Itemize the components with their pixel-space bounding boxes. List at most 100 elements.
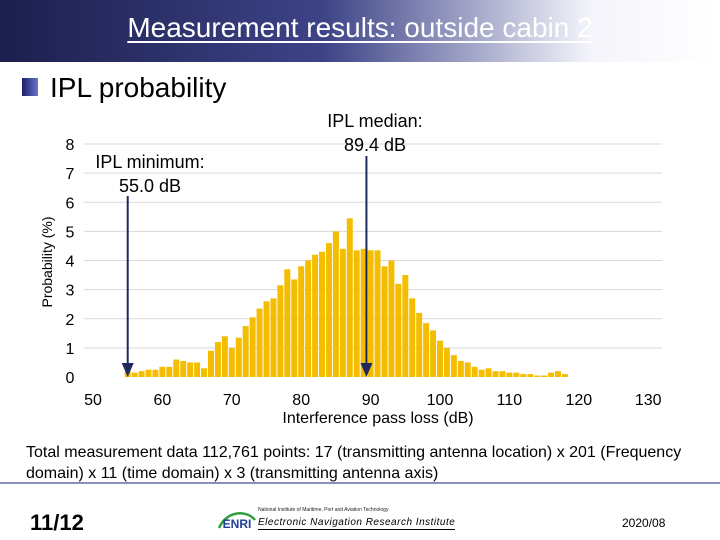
bar [471,366,478,377]
x-tick-label: 70 [223,392,241,409]
bar [228,347,235,377]
slide-date: 2020/08 [622,516,666,530]
bar [548,372,555,377]
bar [256,308,263,377]
y-tick-label: 6 [66,195,75,212]
bar [423,323,430,377]
x-tick-label: 50 [84,392,102,409]
caption-text: Total measurement data 112,761 points: 1… [26,444,682,482]
header-bar [0,0,720,62]
bar [235,337,242,377]
bar [221,336,228,377]
bar [249,317,256,377]
bar [325,243,332,377]
bar [159,366,166,377]
bar [464,362,471,377]
footer-divider [0,482,720,484]
institute-name: Electronic Navigation Research Institute [258,517,456,530]
bar [138,371,145,377]
annotation-min-line2: 55.0 dB [119,176,181,196]
y-tick-label: 3 [66,283,75,300]
bar [360,248,367,377]
y-tick-label: 1 [66,341,75,358]
y-tick-label: 7 [66,166,75,183]
x-tick-label: 130 [635,392,662,409]
bar [554,371,561,377]
tick-layer: 0 1 2 3 4 5 6 7 8 50 60 70 80 90 100 110 120 130 [66,137,662,409]
y-tick-label: 8 [66,137,75,154]
annotation-median-line1: IPL median: [327,111,422,131]
x-tick-label: 120 [565,392,592,409]
bar [561,374,568,377]
bar [332,231,339,377]
bar [367,250,374,377]
section-heading: IPL probability [50,72,227,103]
enri-logo: ENRI [217,512,256,531]
bar [499,371,506,377]
bar [381,266,388,377]
bar [242,326,249,377]
y-tick-label: 4 [66,254,75,271]
bar [388,260,395,377]
ipl-probability-chart: 0 1 2 3 4 5 6 7 8 50 60 70 80 90 100 110 120 130 Probabil… [39,111,662,427]
bar [346,218,353,377]
slide-title: Measurement results: outside cabin 2 [127,12,593,43]
bar [207,350,214,377]
bar [319,251,326,377]
bar [201,368,208,377]
bar [457,360,464,377]
annotation-arrow-head [121,363,134,377]
y-tick-label: 5 [66,224,75,241]
arrow-layer [121,156,373,377]
bar [166,366,173,377]
x-tick-label: 110 [497,392,523,409]
bullet-icon [22,78,38,96]
bar [194,362,201,377]
x-tick-label: 80 [292,392,310,409]
bar [506,372,513,377]
bar [291,279,298,377]
x-tick-label: 100 [427,392,454,409]
bar [541,375,548,377]
bar [395,283,402,377]
bar [187,362,194,377]
bar [145,369,152,377]
bar [402,275,409,377]
bar [374,250,381,377]
bar [513,372,520,377]
bar [492,371,499,377]
page-number: 11/12 [30,510,84,535]
bar [284,269,291,377]
institute-parent-name: National Institute of Maritime, Port and… [258,507,389,513]
bar [270,298,277,377]
bar [353,250,360,377]
y-axis-label: Probability (%) [39,216,55,307]
annotation-arrow-head [360,363,373,377]
bar [339,248,346,377]
bar [173,359,180,377]
bar [298,266,305,377]
bar [312,254,319,377]
bar-layer [124,218,568,377]
bar [152,369,159,377]
bar [131,372,138,377]
bar [527,374,534,377]
x-tick-label: 90 [362,392,380,409]
bar [214,342,221,377]
x-tick-label: 60 [154,392,172,409]
bar [263,301,270,377]
annotation-min-line1: IPL minimum: [95,152,204,172]
bar [180,360,187,377]
bar [437,340,443,377]
x-axis-label: Interference pass loss (dB) [282,410,473,427]
bar [485,368,492,377]
logo-text: ENRI [223,517,252,531]
y-tick-label: 2 [66,312,75,329]
bar [534,375,541,377]
bar [409,298,416,377]
annotation-median-line2: 89.4 dB [344,135,406,155]
bar [450,355,457,377]
bar [478,369,485,377]
bar [443,347,450,377]
y-tick-label: 0 [66,370,75,387]
